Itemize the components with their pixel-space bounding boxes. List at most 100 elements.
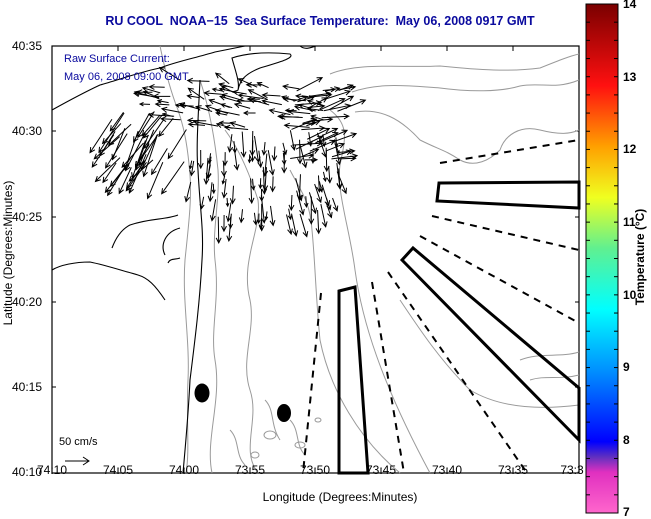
current-vector-arrow bbox=[256, 213, 261, 225]
colorbar-tick-label: 10 bbox=[623, 288, 637, 302]
x-tick-label: 73:55 bbox=[234, 463, 266, 477]
x-tick-label: 73:3 bbox=[560, 463, 584, 477]
current-vector-arrow bbox=[223, 124, 249, 131]
current-vector-arrow bbox=[336, 168, 343, 190]
current-vector-arrow bbox=[233, 148, 240, 171]
current-vector-arrow bbox=[134, 134, 149, 171]
current-vector-arrow bbox=[286, 214, 293, 236]
current-vector-arrow bbox=[237, 92, 264, 100]
plot-frame bbox=[51, 45, 580, 474]
current-vector-arrow bbox=[325, 142, 346, 152]
map-title: RU COOL NOAA−15 Sea Surface Temperature:… bbox=[105, 14, 535, 28]
current-vector-arrow bbox=[227, 134, 234, 153]
current-vector-arrow bbox=[189, 160, 196, 177]
legend-line-2: May 06, 2008 09:00 GMT bbox=[64, 71, 189, 83]
current-vector-arrow bbox=[287, 208, 293, 221]
x-tick-label: 74:00 bbox=[168, 463, 200, 477]
current-vector-arrow bbox=[252, 212, 258, 226]
current-vector-arrow bbox=[296, 77, 324, 92]
current-vector-arrow bbox=[204, 104, 229, 114]
current-vector-arrow bbox=[99, 131, 116, 157]
current-vector-arrow bbox=[221, 215, 227, 233]
current-vector-arrow bbox=[215, 111, 228, 116]
current-vector-arrow bbox=[326, 166, 333, 184]
current-vector-arrow bbox=[214, 72, 230, 85]
current-vector-arrow bbox=[228, 216, 234, 230]
current-vector-arrow bbox=[338, 155, 357, 162]
current-vector-arrow bbox=[186, 117, 207, 124]
current-vector-arrow bbox=[118, 167, 132, 195]
current-vector-arrow bbox=[128, 159, 154, 182]
current-vector-arrow bbox=[197, 149, 204, 170]
current-vector-arrow bbox=[240, 131, 247, 158]
station-marker bbox=[277, 404, 291, 422]
current-vector-arrow bbox=[221, 93, 246, 102]
current-vector-arrow bbox=[211, 87, 223, 92]
current-vector-arrow bbox=[325, 197, 332, 211]
scale-arrow-icon bbox=[65, 456, 90, 466]
current-vector-arrow bbox=[229, 121, 246, 128]
current-vector-arrow bbox=[321, 127, 339, 137]
current-vector-arrow bbox=[107, 123, 132, 146]
current-vector-arrow bbox=[247, 89, 268, 101]
coastline bbox=[51, 45, 317, 474]
current-vector-arrow bbox=[261, 98, 282, 106]
current-vector-arrow bbox=[225, 197, 230, 208]
current-vector-arrow bbox=[315, 209, 322, 235]
colorbar-tick-label: 11 bbox=[623, 215, 636, 229]
current-vector-arrow bbox=[297, 139, 303, 165]
current-vector-arrow bbox=[237, 78, 258, 88]
current-vector-arrow bbox=[261, 92, 281, 99]
current-vector-arrow bbox=[211, 183, 216, 195]
current-vector-arrow bbox=[248, 178, 255, 205]
current-vector-arrow bbox=[320, 204, 328, 228]
current-vector-arrow bbox=[209, 199, 217, 222]
current-vector-arrow bbox=[261, 141, 267, 156]
current-vector-arrow bbox=[141, 114, 161, 137]
current-vector-arrow bbox=[242, 110, 256, 116]
colorbar-ticks bbox=[586, 21, 618, 496]
x-tick-label: 74:05 bbox=[102, 463, 134, 477]
current-vector-arrow bbox=[138, 101, 151, 107]
current-vector-arrow bbox=[269, 205, 276, 227]
current-vector-arrow bbox=[332, 197, 339, 212]
current-vector-arrow bbox=[321, 113, 350, 120]
current-vector-arrow bbox=[277, 113, 303, 120]
current-vector-arrow bbox=[281, 151, 288, 174]
y-tick-label: 40:35 bbox=[11, 39, 42, 53]
current-vector-arrow bbox=[184, 181, 192, 203]
current-vector-arrow bbox=[246, 96, 260, 102]
current-vector-arrow bbox=[101, 123, 122, 145]
current-vector-arrow bbox=[325, 86, 341, 93]
current-vector-arrow bbox=[291, 213, 299, 237]
colorbar-tick-label: 7 bbox=[623, 505, 630, 519]
current-vector-arrow bbox=[245, 81, 262, 88]
current-vector-arrow bbox=[283, 122, 310, 129]
x-axis-label: Longitude (Degrees:Minutes) bbox=[262, 490, 418, 504]
current-vector-arrow bbox=[293, 95, 309, 102]
current-vector-arrow bbox=[321, 89, 352, 101]
current-vector-arrow bbox=[142, 136, 158, 178]
current-vector-arrow bbox=[258, 203, 265, 232]
current-vector-arrow bbox=[141, 86, 161, 94]
current-vector-arrow bbox=[125, 132, 146, 172]
current-vector-arrow bbox=[264, 211, 269, 221]
radar-footprints bbox=[337, 180, 581, 475]
current-vector-arrow bbox=[160, 106, 184, 114]
current-vector-arrow bbox=[225, 202, 232, 223]
current-vector-arrow bbox=[128, 154, 147, 194]
current-vector-arrow bbox=[293, 104, 316, 112]
colorbar bbox=[585, 3, 619, 514]
current-vector-arrow bbox=[98, 112, 125, 154]
current-vector-arrow bbox=[258, 178, 263, 190]
current-vector-arrow bbox=[152, 93, 171, 100]
current-vector-arrow bbox=[323, 103, 352, 112]
current-vector-arrow bbox=[268, 108, 291, 116]
x-tick-label: 73:35 bbox=[497, 463, 529, 477]
current-vector-arrow bbox=[310, 151, 316, 165]
x-tick-label: 73:50 bbox=[299, 463, 331, 477]
current-vector-arrow bbox=[294, 100, 323, 107]
current-vector-arrow bbox=[232, 89, 247, 96]
current-vector-arrow bbox=[208, 98, 230, 108]
